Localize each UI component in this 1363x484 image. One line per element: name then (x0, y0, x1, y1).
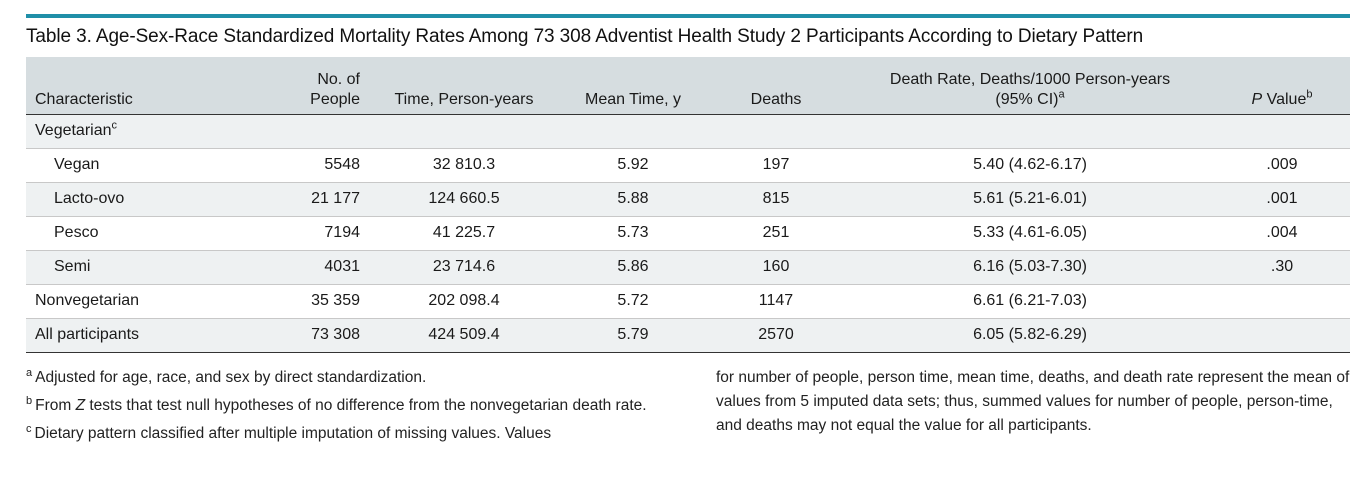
cell-rate: 6.16 (5.03-7.30) (846, 249, 1214, 284)
row-label: All participants (26, 317, 258, 353)
mortality-table: Characteristic No. of People Time, Person… (26, 57, 1350, 353)
cell-mean: 5.72 (560, 283, 706, 318)
table-row: Semi 4031 23 714.6 5.86 160 6.16 (5.03-7… (26, 249, 1350, 284)
group-label: Vegetarianc (26, 113, 258, 148)
header-characteristic: Characteristic (35, 90, 133, 108)
cell-p (1214, 283, 1350, 318)
cell-mean: 5.73 (560, 215, 706, 250)
cell-rate: 5.61 (5.21-6.01) (846, 181, 1214, 216)
cell-time: 32 810.3 (368, 147, 560, 182)
cell-p (1214, 317, 1350, 353)
cell-rate: 6.61 (6.21-7.03) (846, 283, 1214, 318)
accent-bar (26, 14, 1350, 18)
cell-deaths: 2570 (706, 317, 846, 353)
cell-people: 73 308 (258, 317, 368, 353)
footnote-b: b From Z tests that test null hypotheses … (26, 394, 647, 414)
row-label: Semi (26, 249, 258, 284)
cell-time: 124 660.5 (368, 181, 560, 216)
table-title: Table 3. Age-Sex-Race Standardized Morta… (26, 26, 1144, 47)
row-label: Nonvegetarian (26, 283, 258, 318)
cell-people: 7194 (258, 215, 368, 250)
table-row: All participants 73 308 424 509.4 5.79 2… (26, 317, 1350, 353)
footnote-c-continued: for number of people, person time, mean … (716, 369, 1350, 434)
row-label: Vegan (26, 147, 258, 182)
cell-deaths: 251 (706, 215, 846, 250)
cell-people: 5548 (258, 147, 368, 182)
header-mean-time: Mean Time, y (584, 90, 682, 108)
cell-p: .009 (1214, 147, 1350, 182)
table-row: Nonvegetarian 35 359 202 098.4 5.72 1147… (26, 283, 1350, 318)
cell-deaths: 815 (706, 181, 846, 216)
cell-mean: 5.79 (560, 317, 706, 353)
footnote-c: c Dietary pattern classified after multip… (26, 422, 552, 442)
header-row: Characteristic No. of People Time, Person… (26, 57, 1350, 114)
cell-deaths: 160 (706, 249, 846, 284)
cell-p: .30 (1214, 249, 1350, 284)
cell-time: 424 509.4 (368, 317, 560, 353)
cell-mean: 5.86 (560, 249, 706, 284)
header-people: No. of People (310, 70, 360, 108)
cell-mean: 5.88 (560, 181, 706, 216)
footnotes-left: a Adjusted for age, race, and sex by dire… (26, 366, 686, 450)
cell-mean: 5.92 (560, 147, 706, 182)
cell-deaths: 1147 (706, 283, 846, 318)
cell-rate: 5.40 (4.62-6.17) (846, 147, 1214, 182)
cell-people: 35 359 (258, 283, 368, 318)
group-row: Vegetarianc (26, 113, 1350, 148)
cell-p: .004 (1214, 215, 1350, 250)
cell-time: 202 098.4 (368, 283, 560, 318)
cell-deaths: 197 (706, 147, 846, 182)
cell-time: 23 714.6 (368, 249, 560, 284)
cell-people: 4031 (258, 249, 368, 284)
table-row: Pesco 7194 41 225.7 5.73 251 5.33 (4.61-… (26, 215, 1350, 250)
cell-people: 21 177 (258, 181, 368, 216)
row-label: Lacto-ovo (26, 181, 258, 216)
footnotes-right: for number of people, person time, mean … (716, 366, 1350, 442)
footnote-a: a Adjusted for age, race, and sex by dire… (26, 366, 427, 386)
header-deaths: Deaths (750, 90, 802, 108)
header-p-value: P Valueb (1251, 88, 1313, 108)
cell-rate: 6.05 (5.82-6.29) (846, 317, 1214, 353)
table-row: Lacto-ovo 21 177 124 660.5 5.88 815 5.61… (26, 181, 1350, 216)
header-death-rate: Death Rate, Deaths/1000 Person-years (95%… (889, 70, 1171, 108)
row-label: Pesco (26, 215, 258, 250)
cell-p: .001 (1214, 181, 1350, 216)
cell-rate: 5.33 (4.61-6.05) (846, 215, 1214, 250)
header-time: Time, Person-years (394, 90, 534, 108)
table-row: Vegan 5548 32 810.3 5.92 197 5.40 (4.62-… (26, 147, 1350, 182)
cell-time: 41 225.7 (368, 215, 560, 250)
